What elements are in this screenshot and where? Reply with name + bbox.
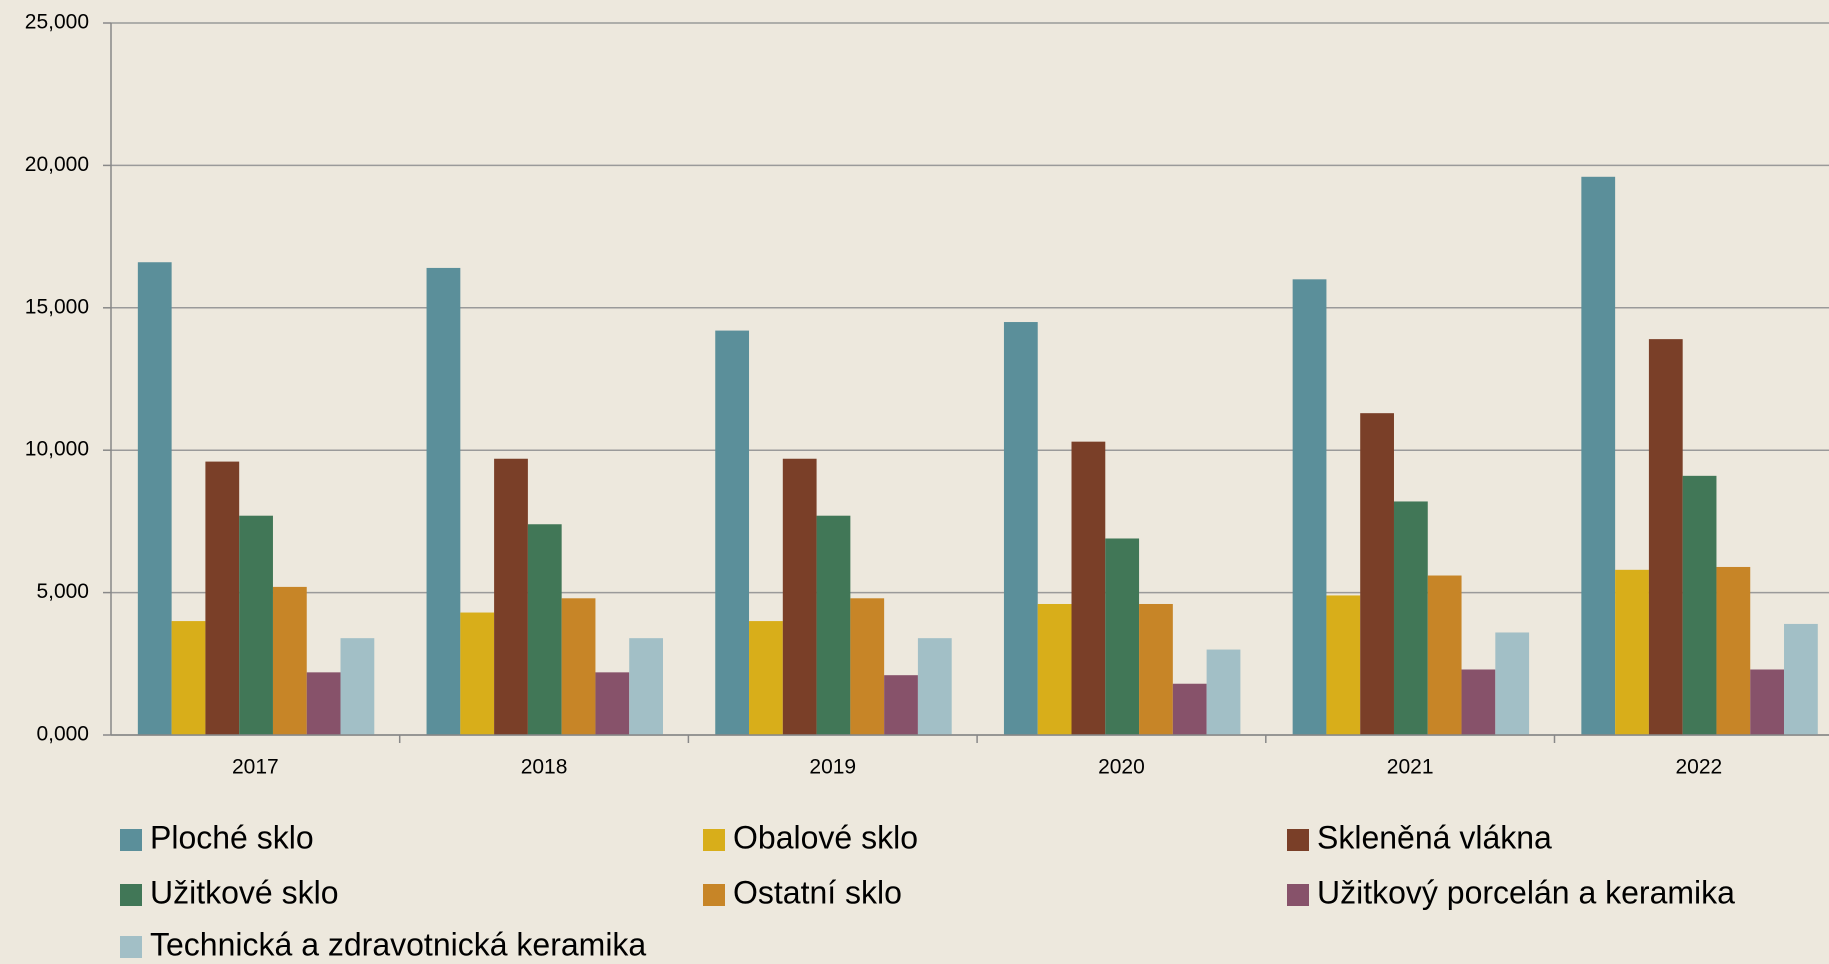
- bar: [1071, 441, 1106, 735]
- bar: [917, 638, 952, 735]
- bar: [782, 458, 817, 735]
- legend-label: Obalové sklo: [733, 819, 918, 855]
- bar: [460, 612, 495, 735]
- bar: [1393, 501, 1428, 735]
- legend-swatch: [120, 829, 142, 851]
- bar: [1003, 322, 1038, 735]
- legend-label: Technická a zdravotnická keramika: [150, 926, 646, 962]
- y-tick-label: 15,000: [25, 295, 89, 318]
- bar: [1206, 649, 1241, 735]
- y-tick-label: 5,000: [36, 580, 89, 603]
- bar: [1784, 623, 1818, 735]
- bar: [1495, 632, 1530, 735]
- y-tick-label: 10,000: [25, 438, 89, 461]
- legend-swatch: [120, 884, 142, 906]
- y-tick-label: 25,000: [25, 11, 89, 34]
- bar: [1615, 569, 1649, 735]
- bar: [1326, 595, 1361, 735]
- bar: [1716, 566, 1751, 735]
- bar: [1139, 603, 1173, 735]
- legend-label: Užitkové sklo: [150, 874, 339, 910]
- bar: [171, 621, 206, 735]
- bar: [494, 458, 528, 735]
- x-tick-label: 2019: [809, 756, 856, 779]
- bar: [1172, 683, 1207, 735]
- bar: [1682, 475, 1717, 735]
- legend-label: Ostatní sklo: [733, 874, 902, 910]
- bar: [272, 586, 307, 735]
- bar: [306, 672, 341, 735]
- bar: [137, 262, 172, 735]
- bar: [426, 267, 461, 735]
- bar: [749, 621, 783, 735]
- legend-swatch: [120, 936, 142, 958]
- bar: [816, 515, 851, 735]
- legend-label: Ploché sklo: [150, 819, 314, 855]
- x-tick-label: 2020: [1098, 756, 1145, 779]
- x-tick-label: 2017: [232, 756, 279, 779]
- bar: [340, 638, 375, 735]
- legend-swatch: [703, 829, 725, 851]
- bar: [595, 672, 630, 735]
- bar: [1360, 413, 1394, 735]
- bar: [205, 461, 240, 735]
- bar: [850, 598, 885, 735]
- bar: [1581, 176, 1616, 736]
- legend-swatch: [1287, 829, 1309, 851]
- bar: [1750, 669, 1785, 735]
- legend-swatch: [1287, 884, 1309, 906]
- bar: [1105, 538, 1140, 735]
- legend-swatch: [703, 884, 725, 906]
- legend-label: Skleněná vlákna: [1317, 819, 1552, 855]
- x-tick-label: 2022: [1675, 756, 1722, 779]
- bar: [1427, 575, 1462, 735]
- bar: [239, 515, 273, 735]
- y-tick-label: 20,000: [25, 153, 89, 176]
- bar: [715, 330, 750, 735]
- bar: [561, 598, 596, 735]
- x-tick-label: 2018: [521, 756, 568, 779]
- bar: [1461, 669, 1496, 735]
- bar: [1037, 603, 1072, 735]
- bar: [629, 638, 663, 735]
- x-tick-label: 2021: [1387, 756, 1434, 779]
- legend-label: Užitkový porcelán a keramika: [1317, 874, 1735, 910]
- bar: [884, 675, 918, 735]
- bar: [527, 524, 562, 735]
- y-tick-label: 0,000: [36, 723, 89, 746]
- bar: [1648, 339, 1683, 735]
- bar: [1292, 279, 1327, 735]
